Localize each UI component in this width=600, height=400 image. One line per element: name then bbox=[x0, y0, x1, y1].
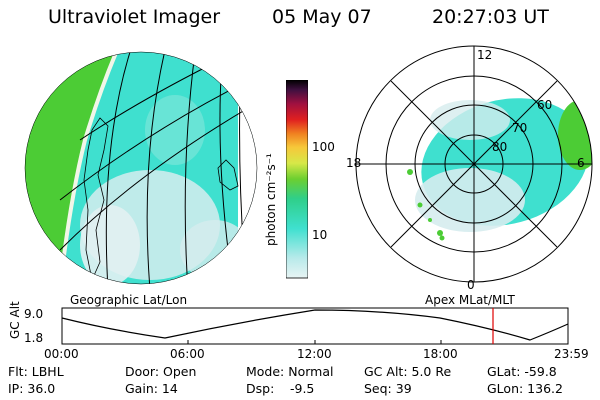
timeline-xtick-1: 06:00 bbox=[170, 347, 205, 361]
mlat-label-70: 70 bbox=[512, 121, 528, 135]
timeline-xtick-2: 12:00 bbox=[297, 347, 332, 361]
door-info: Door: Open bbox=[125, 364, 197, 379]
glon-info: GLon: 136.2 bbox=[487, 381, 563, 396]
gain-info: Gain: 14 bbox=[125, 381, 178, 396]
time-label: 20:27:03 UT bbox=[432, 6, 549, 28]
gc-alt-info: GC Alt: 5.0 Re bbox=[364, 364, 452, 379]
mlat-label-60: 60 bbox=[537, 98, 553, 112]
left-panel-caption: Geographic Lat/Lon bbox=[70, 293, 188, 307]
mlt-label-0: 0 bbox=[467, 278, 475, 292]
mlt-label-6: 6 bbox=[577, 156, 585, 170]
timeline-axis-label: GC Alt bbox=[8, 301, 22, 339]
dsp-info-label: Dsp: bbox=[246, 381, 275, 396]
mlt-label-12: 12 bbox=[477, 48, 493, 62]
date-label: 05 May 07 bbox=[272, 6, 372, 28]
timeline-xtick-3: 18:00 bbox=[423, 347, 458, 361]
mlat-label-80: 80 bbox=[492, 140, 508, 154]
timeline-xtick-4: 23:59 bbox=[554, 347, 589, 361]
glat-info: GLat: -59.8 bbox=[487, 364, 557, 379]
colorbar bbox=[286, 80, 308, 279]
instrument-title: Ultraviolet Imager bbox=[48, 6, 221, 28]
ip-info: IP: 36.0 bbox=[8, 381, 56, 396]
filter-info: Flt: LBHL bbox=[8, 364, 64, 379]
mode-info: Mode: Normal bbox=[246, 364, 334, 379]
dsp-info-value: -9.5 bbox=[290, 381, 315, 396]
seq-info: Seq: 39 bbox=[364, 381, 412, 396]
right-panel-caption: Apex MLat/MLT bbox=[425, 293, 515, 307]
mlt-label-18: 18 bbox=[346, 156, 362, 170]
timeline-ytick-min: 1.8 bbox=[24, 331, 44, 345]
timeline-xtick-0: 00:00 bbox=[44, 347, 79, 361]
colorbar-tick-10: 10 bbox=[312, 228, 328, 242]
timeline-ytick-max: 9.0 bbox=[24, 307, 44, 321]
colorbar-tick-100: 100 bbox=[312, 140, 335, 154]
